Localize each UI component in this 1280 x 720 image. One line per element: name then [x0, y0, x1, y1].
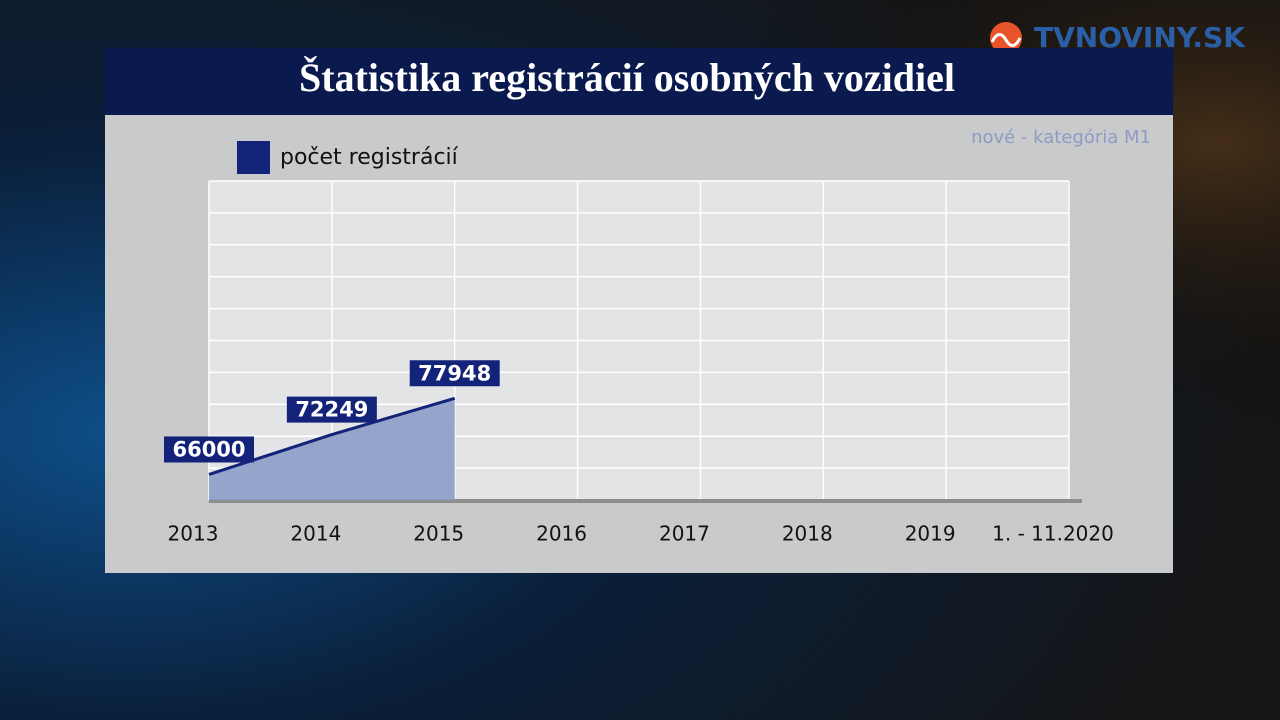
value-label-box: [409, 360, 500, 387]
chart-title: Štatistika registrácií osobných vozidiel: [299, 55, 955, 100]
x-tick-label: 2015: [413, 522, 464, 546]
x-tick-label: 1. - 11.2020: [992, 522, 1114, 546]
x-tick-label: 2016: [536, 522, 587, 546]
value-label: 72249: [295, 398, 368, 422]
x-tick-label: 2017: [659, 522, 710, 546]
x-tick-label: 2013: [168, 522, 219, 546]
legend-swatch: [237, 141, 270, 174]
value-label-box: [164, 436, 254, 463]
area: [209, 398, 455, 500]
x-tick-label: 2014: [290, 522, 341, 546]
value-label-box: [286, 396, 377, 423]
logo-wave: [990, 33, 1022, 47]
x-tick-label: 2018: [782, 522, 833, 546]
x-tick-label: 2019: [905, 522, 956, 546]
value-label: 77948: [418, 361, 491, 385]
title-bar: [105, 48, 1173, 115]
value-label: 66000: [172, 437, 245, 461]
chart-subtitle: nové - kategória M1: [971, 127, 1151, 148]
legend-label: počet registrácií: [280, 145, 459, 170]
plot: 2013 2014 2015 2016 2017 2018 2019 1. - 11.2020…: [164, 141, 1114, 546]
